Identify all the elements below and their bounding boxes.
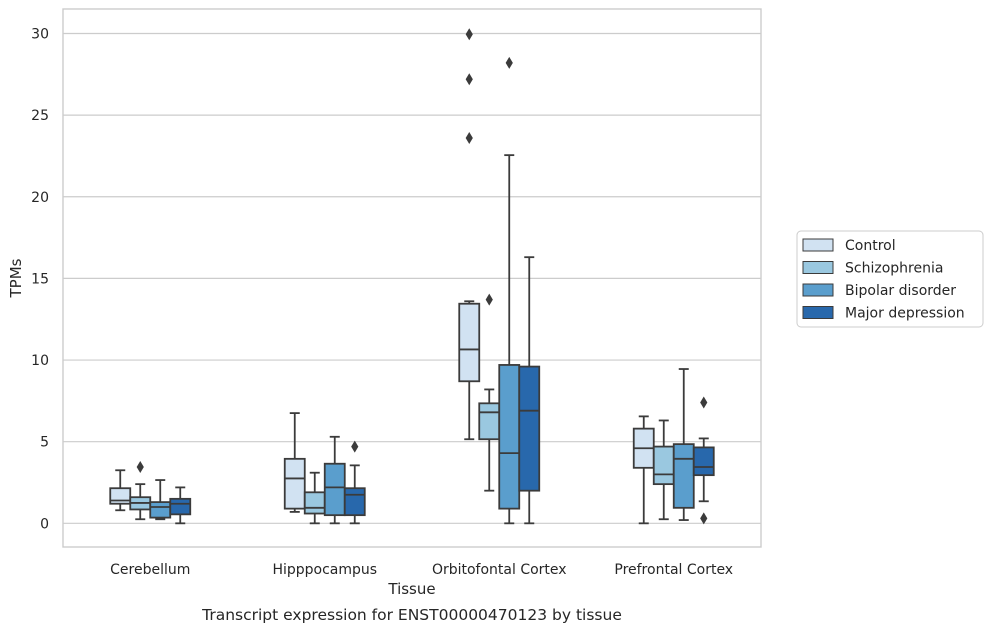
box-iqr <box>478 402 501 441</box>
box <box>458 28 481 441</box>
x-tick-label: Prefrontal Cortex <box>614 562 733 578</box>
y-tick-label: 10 <box>31 353 49 369</box>
box <box>343 440 366 525</box>
legend-swatch <box>802 261 834 274</box>
box-iqr <box>458 302 481 383</box>
outlier-point <box>465 131 473 144</box>
outlier-point <box>465 28 473 41</box>
box-iqr <box>303 491 326 515</box>
y-axis-label: TPMs <box>7 258 25 298</box>
figure-caption: Transcript expression for ENST0000047012… <box>202 606 622 624</box>
box-iqr <box>323 462 346 517</box>
box <box>478 293 501 492</box>
box <box>652 419 675 521</box>
outlier-point <box>136 460 144 473</box>
y-tick-label: 15 <box>31 271 49 287</box>
box <box>692 396 715 525</box>
y-tick-label: 25 <box>31 108 49 124</box>
y-tick-label: 0 <box>40 516 49 532</box>
legend-label: Major depression <box>845 306 965 322</box>
plot-area <box>62 8 762 548</box>
series-bipolar-disorder <box>149 56 695 525</box>
legend-swatch <box>802 283 834 297</box>
gridlines <box>63 32 761 524</box>
box <box>283 412 306 513</box>
box <box>149 479 172 521</box>
legend-frame <box>796 230 984 328</box>
legend-swatch <box>802 238 834 252</box>
y-tick-label: 5 <box>40 435 49 451</box>
x-tick-label: Cerebellum <box>110 562 190 578</box>
y-tick-label: 20 <box>31 190 49 206</box>
box-iqr <box>283 457 306 510</box>
box-iqr <box>518 365 541 492</box>
box-iqr <box>672 443 695 509</box>
box <box>518 256 541 525</box>
y-axis-ticks: 0 5 10 15 20 25 30 <box>31 26 49 532</box>
x-tick-label: Orbitofontal Cortex <box>432 562 567 578</box>
outlier-point <box>485 293 493 306</box>
outlier-point <box>351 440 359 453</box>
box <box>109 469 132 512</box>
series-major-depression <box>169 256 715 525</box>
legend: Control Schizophrenia Bipolar disorder Majo… <box>796 230 984 328</box>
box <box>672 368 695 521</box>
outlier-point <box>700 396 708 409</box>
box-series <box>109 28 715 525</box>
box <box>323 435 346 525</box>
box-iqr <box>498 364 521 510</box>
box <box>129 460 152 521</box>
outlier-point <box>465 73 473 86</box>
legend-label: Bipolar disorder <box>845 283 956 299</box>
box-iqr <box>169 497 192 516</box>
y-tick-label: 30 <box>31 26 49 42</box>
x-axis-ticks: Cerebellum Hipppocampus Orbitofontal Corte… <box>110 562 733 578</box>
box-iqr <box>343 487 366 517</box>
x-tick-label: Hipppocampus <box>272 562 377 578</box>
box-iqr <box>692 446 715 477</box>
legend-label: Control <box>845 238 896 254</box>
legend-label: Schizophrenia <box>845 261 943 277</box>
box <box>498 56 521 525</box>
box <box>169 486 192 525</box>
box <box>632 415 655 525</box>
legend-swatch <box>802 306 834 319</box>
outlier-point <box>505 56 513 69</box>
box-iqr <box>652 445 675 486</box>
box-iqr <box>109 487 132 505</box>
box-iqr <box>149 501 172 519</box>
series-schizophrenia <box>129 293 675 525</box>
x-axis-label: Tissue <box>387 580 435 598</box>
outlier-point <box>700 512 708 525</box>
series-control <box>109 28 655 525</box>
box <box>303 471 326 525</box>
